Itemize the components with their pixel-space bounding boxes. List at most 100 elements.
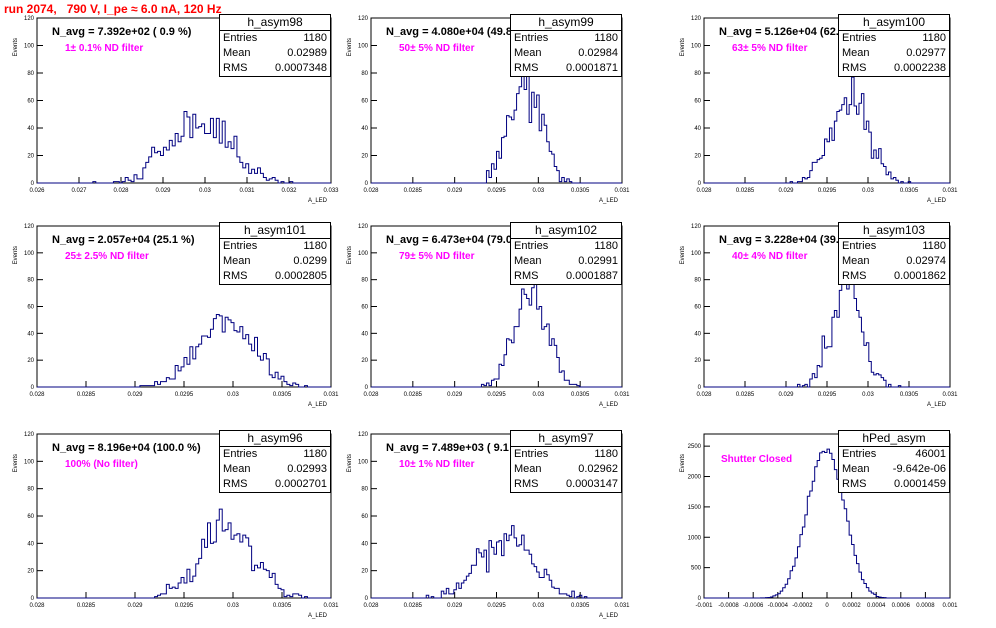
x-tick-label: 0.0006 bbox=[892, 603, 911, 609]
stats-box: h_asym102 Entries 1180 Mean 0.02991 RMS 0.0001… bbox=[510, 222, 622, 285]
x-tick-label: 0.027 bbox=[71, 188, 87, 194]
histogram-series bbox=[371, 264, 622, 388]
stats-mean-value: 0.02974 bbox=[906, 255, 946, 267]
stats-mean-value: 0.02984 bbox=[578, 47, 618, 59]
stats-rms-row: RMS 0.0001459 bbox=[839, 477, 949, 492]
stats-entries-value: 1180 bbox=[922, 32, 946, 44]
y-tick-label: 2500 bbox=[688, 444, 702, 450]
stats-box: h_asym96 Entries 1180 Mean 0.02993 RMS 0.00027… bbox=[219, 430, 331, 493]
y-tick-label: 60 bbox=[27, 99, 34, 105]
x-tick-label: 0.001 bbox=[942, 603, 958, 609]
histogram-name: h_asym99 bbox=[511, 15, 621, 31]
y-axis-label: Events bbox=[680, 454, 686, 472]
x-tick-label: 0.031 bbox=[614, 603, 630, 609]
stats-box: hPed_asym Entries 46001 Mean -9.642e-06 RMS 0.… bbox=[838, 430, 950, 493]
x-tick-label: 0.031 bbox=[942, 188, 958, 194]
histogram-panel: 0 20 40 60 80 100 120 0.028 0.0285 0.029 0.0295 0.0… bbox=[347, 222, 630, 408]
y-tick-label: 20 bbox=[361, 358, 368, 364]
stats-mean-row: Mean 0.02974 bbox=[839, 254, 949, 269]
x-tick-label: 0.029 bbox=[155, 188, 171, 194]
x-tick-label: 0.0002 bbox=[842, 603, 861, 609]
filter-label: 40± 4% ND filter bbox=[732, 251, 808, 262]
x-tick-label: 0.03 bbox=[532, 603, 544, 609]
x-tick-label: 0.0295 bbox=[818, 188, 837, 194]
filter-label: 25± 2.5% ND filter bbox=[65, 251, 149, 262]
y-axis-label: Events bbox=[680, 246, 686, 264]
navg-label: N_avg = 6.473e+04 (79.0 %) bbox=[386, 234, 529, 246]
x-tick-label: 0.0295 bbox=[487, 392, 506, 398]
y-axis-label: Events bbox=[680, 38, 686, 56]
stats-mean-label: Mean bbox=[842, 463, 870, 475]
histogram-panel: 0 20 40 60 80 100 120 0.028 0.0285 0.029 0.0295 0.0… bbox=[347, 430, 630, 619]
stats-mean-label: Mean bbox=[514, 255, 542, 267]
stats-entries-value: 1180 bbox=[303, 448, 327, 460]
x-tick-label: 0.03 bbox=[532, 392, 544, 398]
stats-entries-label: Entries bbox=[223, 240, 258, 252]
y-tick-label: 0 bbox=[365, 596, 369, 602]
stats-mean-label: Mean bbox=[514, 463, 542, 475]
stats-entries-value: 1180 bbox=[594, 448, 618, 460]
x-tick-label: 0.03 bbox=[862, 392, 874, 398]
histogram-svg: 0 20 40 60 80 100 120 0.028 0.0285 0.029 0.0295 0.0… bbox=[13, 224, 339, 408]
stats-rms-row: RMS 0.0002238 bbox=[839, 61, 949, 76]
y-tick-label: 20 bbox=[694, 358, 701, 364]
y-tick-label: 20 bbox=[694, 154, 701, 160]
histogram-panel: 0 20 40 60 80 100 120 0.028 0.0285 0.029 0.0295 0.0… bbox=[13, 222, 339, 408]
stats-rms-value: 0.0002701 bbox=[275, 478, 327, 490]
stats-rms-row: RMS 0.0002701 bbox=[220, 477, 330, 492]
x-tick-label: 0.028 bbox=[696, 392, 712, 398]
y-tick-label: 40 bbox=[27, 126, 34, 132]
y-tick-label: 100 bbox=[358, 44, 369, 50]
stats-mean-label: Mean bbox=[223, 463, 251, 475]
x-tick-label: 0.033 bbox=[323, 188, 339, 194]
x-tick-label: 0.029 bbox=[447, 392, 463, 398]
stats-entries-label: Entries bbox=[842, 448, 877, 460]
y-tick-label: 20 bbox=[27, 358, 34, 364]
stats-mean-row: Mean 0.02989 bbox=[220, 46, 330, 61]
y-axis-label: Events bbox=[13, 454, 19, 472]
stats-entries-row: Entries 1180 bbox=[511, 31, 621, 46]
stats-box: h_asym103 Entries 1180 Mean 0.02974 RMS 0.0001… bbox=[838, 222, 950, 285]
stats-box: h_asym101 Entries 1180 Mean 0.0299 RMS 0.00028… bbox=[219, 222, 331, 285]
histogram-svg: 0 20 40 60 80 100 120 0.028 0.0285 0.029 0.0295 0.0… bbox=[347, 432, 630, 619]
histogram-panel: 0 20 40 60 80 100 120 0.028 0.0285 0.029 0.0295 0.0… bbox=[680, 14, 958, 204]
stats-rms-value: 0.0001887 bbox=[566, 270, 618, 282]
stats-rms-label: RMS bbox=[223, 270, 248, 282]
y-tick-label: 1500 bbox=[688, 505, 702, 511]
y-tick-label: 120 bbox=[358, 432, 369, 438]
navg-label: N_avg = 7.392e+02 ( 0.9 %) bbox=[52, 26, 192, 38]
stats-rms-row: RMS 0.0001871 bbox=[511, 61, 621, 76]
x-axis-label: A_LED bbox=[308, 613, 328, 619]
stats-mean-row: Mean 0.02984 bbox=[511, 46, 621, 61]
y-tick-label: 20 bbox=[27, 569, 34, 575]
y-tick-label: 0 bbox=[698, 181, 702, 187]
stats-rms-row: RMS 0.0001887 bbox=[511, 269, 621, 284]
histogram-series bbox=[704, 76, 950, 184]
x-axis-label: A_LED bbox=[599, 613, 619, 619]
x-tick-label: -0.0004 bbox=[768, 603, 789, 609]
y-axis-label: Events bbox=[13, 38, 19, 56]
stats-mean-value: 0.02991 bbox=[578, 255, 618, 267]
y-tick-label: 80 bbox=[361, 487, 368, 493]
stats-mean-label: Mean bbox=[842, 255, 870, 267]
y-tick-label: 500 bbox=[691, 566, 702, 572]
stats-rms-value: 0.0003147 bbox=[566, 478, 618, 490]
x-tick-label: 0.03 bbox=[199, 188, 211, 194]
stats-rms-label: RMS bbox=[223, 478, 248, 490]
histogram-svg: 0 20 40 60 80 100 120 0.028 0.0285 0.029 0.0295 0.0… bbox=[347, 224, 630, 408]
y-axis-label: Events bbox=[347, 246, 353, 264]
y-tick-label: 0 bbox=[31, 596, 35, 602]
x-tick-label: 0.028 bbox=[29, 603, 45, 609]
y-tick-label: 0 bbox=[365, 385, 369, 391]
stats-box: h_asym100 Entries 1180 Mean 0.02977 RMS 0.0002… bbox=[838, 14, 950, 77]
histogram-series bbox=[704, 255, 950, 388]
x-tick-label: -0.0008 bbox=[718, 603, 739, 609]
y-tick-label: 40 bbox=[361, 126, 368, 132]
y-tick-label: 40 bbox=[694, 331, 701, 337]
y-tick-label: 100 bbox=[24, 44, 35, 50]
y-tick-label: 20 bbox=[27, 154, 34, 160]
y-tick-label: 60 bbox=[694, 99, 701, 105]
filter-label: 63± 5% ND filter bbox=[732, 43, 808, 54]
x-tick-label: 0.0008 bbox=[916, 603, 935, 609]
y-tick-label: 100 bbox=[24, 459, 35, 465]
